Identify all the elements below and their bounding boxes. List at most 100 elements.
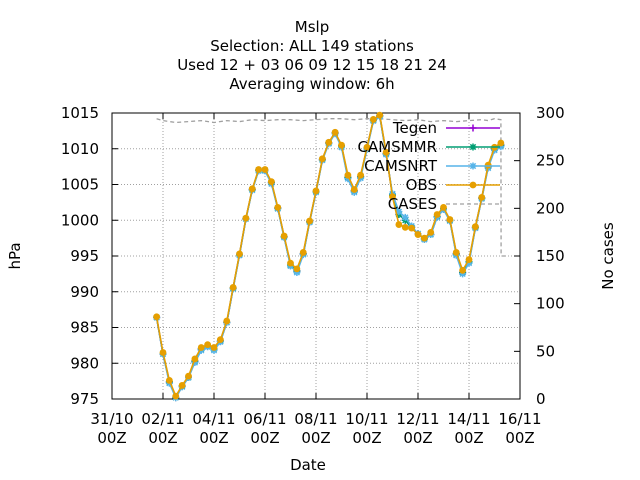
- x-tick-label: 00Z: [403, 429, 432, 447]
- series-line: [155, 115, 502, 400]
- data-point: [197, 344, 205, 351]
- data-point: [255, 166, 263, 173]
- data-point: [389, 193, 396, 201]
- series-line: [155, 114, 502, 400]
- legend-item: CASES: [388, 195, 500, 213]
- x-tick-label: 00Z: [250, 429, 279, 447]
- y2-axis-ticks: 0 50 100 150 200 250 300: [514, 104, 565, 408]
- data-point: [420, 234, 428, 242]
- legend-item: Tegen: [392, 119, 500, 137]
- data-point: [248, 185, 256, 193]
- y-tick-label: 1010: [61, 140, 99, 158]
- data-point: [408, 224, 416, 232]
- data-point: [299, 249, 307, 256]
- data-point: [395, 221, 403, 228]
- y-tick-label: 980: [70, 354, 99, 372]
- data-point: [452, 249, 460, 256]
- data-point: [478, 193, 486, 201]
- legend-item: CAMSNRT: [364, 157, 500, 175]
- data-point: [469, 162, 477, 170]
- x-tick-label: 12/11: [396, 410, 439, 428]
- data-point: [382, 148, 390, 156]
- data-point: [293, 268, 301, 276]
- data-point: [267, 178, 275, 186]
- x-axis-label: Date: [290, 456, 326, 474]
- data-point: [446, 216, 454, 223]
- x-tick-label: 04/11: [192, 410, 235, 428]
- x-tick-label: 00Z: [505, 429, 534, 447]
- data-point: [318, 155, 326, 163]
- data-point: [287, 259, 294, 267]
- data-point: [465, 256, 473, 263]
- x-tick-label: 00Z: [97, 429, 126, 447]
- y-tick-label: 995: [70, 247, 99, 265]
- legend-item: CAMSMMR: [357, 138, 500, 156]
- data-point: [261, 166, 269, 173]
- legend-label: CASES: [388, 195, 437, 213]
- y2-tick-label: 300: [536, 104, 565, 122]
- legend-label: Tegen: [392, 119, 437, 137]
- series-line-cases: [156, 118, 508, 257]
- data-point: [185, 372, 192, 380]
- data-point: [484, 161, 492, 169]
- data-point: [306, 217, 314, 225]
- x-tick-label: 02/11: [141, 410, 184, 428]
- title-line: Averaging window: 6h: [229, 75, 394, 93]
- title-line: Mslp: [295, 18, 329, 36]
- data-point: [369, 116, 377, 123]
- data-point: [459, 266, 467, 274]
- data-point: [159, 349, 167, 356]
- x-tick-label: 14/11: [447, 410, 490, 428]
- data-point: [191, 355, 199, 363]
- data-point: [471, 223, 479, 231]
- y-tick-label: 985: [70, 319, 99, 337]
- data-point: [459, 270, 467, 278]
- y2-tick-label: 150: [536, 247, 565, 265]
- data-point: [153, 313, 161, 321]
- x-tick-label: 10/11: [345, 410, 388, 428]
- x-tick-label: 06/11: [243, 410, 286, 428]
- x-tick-label: 00Z: [454, 429, 483, 447]
- data-point: [427, 229, 435, 236]
- data-point: [401, 224, 409, 231]
- data-point: [414, 231, 422, 238]
- y2-tick-label: 50: [536, 342, 555, 360]
- series-tegen: [153, 112, 505, 402]
- legend-item: OBS: [406, 176, 500, 194]
- legend-label: CAMSMMR: [357, 138, 437, 156]
- x-tick-label: 16/11: [498, 410, 541, 428]
- title-line: Used 12 + 03 06 09 12 15 18 21 24: [177, 56, 447, 74]
- y-axis-label: hPa: [6, 242, 24, 269]
- data-point: [204, 341, 212, 349]
- data-point: [344, 175, 352, 183]
- x-tick-label: 00Z: [199, 429, 228, 447]
- data-point: [497, 143, 505, 151]
- data-point: [338, 141, 345, 149]
- y-axis-ticks: 975 980 985 990 995 1000 1005 1010 1015: [61, 104, 118, 408]
- y-tick-label: 1015: [61, 104, 99, 122]
- y-tick-label: 1000: [61, 211, 99, 229]
- x-axis-ticks: 31/1000Z02/1100Z04/1100Z06/1100Z08/1100Z…: [90, 113, 542, 447]
- data-point: [401, 213, 409, 221]
- x-tick-label: 00Z: [352, 429, 381, 447]
- legend-label: OBS: [406, 176, 437, 194]
- data-point: [236, 250, 243, 258]
- data-point: [469, 124, 477, 132]
- data-point: [242, 214, 250, 222]
- data-point: [331, 128, 339, 136]
- data-point: [357, 171, 365, 179]
- x-tick-label: 00Z: [148, 429, 177, 447]
- x-tick-label: 08/11: [294, 410, 337, 428]
- data-point: [363, 143, 371, 151]
- data-point: [210, 344, 218, 351]
- data-point: [325, 138, 333, 146]
- y-tick-label: 975: [70, 390, 99, 408]
- x-tick-label: 31/10: [90, 410, 133, 428]
- title-line: Selection: ALL 149 stations: [210, 37, 414, 55]
- series-obs: [153, 111, 505, 400]
- series-camsnrt: [153, 113, 505, 402]
- data-point: [350, 186, 358, 193]
